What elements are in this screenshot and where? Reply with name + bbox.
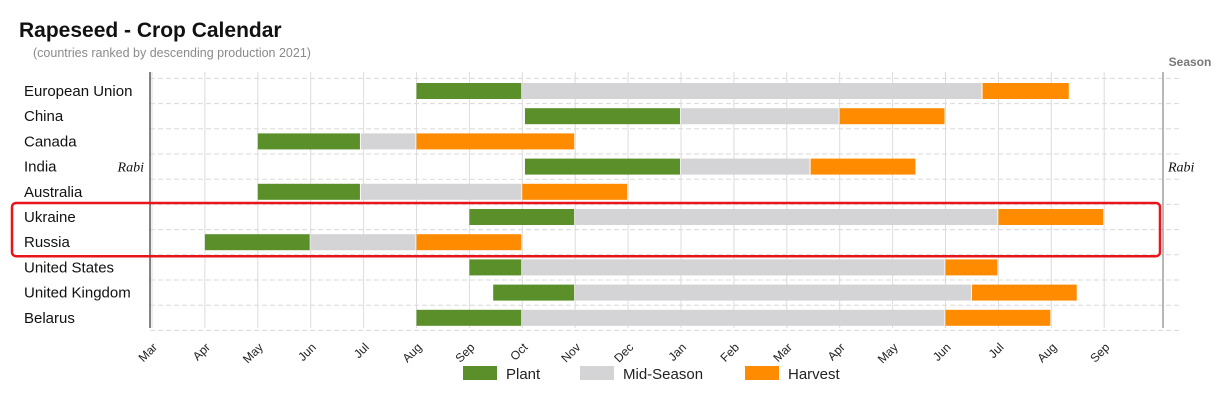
mid-season-bar [360,183,522,200]
month-tick-label: Sep [1087,340,1112,365]
plant-bar [469,209,575,225]
month-tick-label: Oct [507,340,531,364]
mid-season-bar [360,133,416,150]
legend-swatch [745,366,779,380]
legend-label: Mid-Season [623,366,703,383]
harvest-bar [839,108,945,125]
month-tick-label: Jul [986,340,1007,361]
country-label: Australia [24,184,83,201]
harvest-bar [416,234,522,251]
plant-bar [524,158,680,175]
highlight-box [10,201,1162,258]
country-label: China [24,108,64,125]
month-tick-label: May [240,340,266,366]
month-tick-label: Apr [190,340,213,363]
country-label: India [24,159,57,176]
month-tick-label: Apr [825,340,848,363]
harvest-bar [971,284,1077,301]
mid-season-bar [522,83,982,99]
plant-bar [416,83,522,99]
harvest-bar [416,133,575,150]
legend-label: Harvest [788,366,841,383]
month-tick-label: Mar [770,340,795,365]
chart-subtitle: (countries ranked by descending producti… [33,46,311,60]
plant-bar [204,234,310,251]
legend-label: Plant [506,366,541,383]
country-label: Canada [24,133,77,150]
mid-season-bar [681,158,810,175]
month-tick-label: Nov [558,340,583,365]
plant-bar [469,259,522,276]
harvest-bar [522,183,628,200]
month-tick-label: Jan [666,340,690,364]
month-tick-label: Jun [295,340,319,364]
month-tick-label: Jul [351,340,372,361]
mid-season-bar [575,209,998,225]
season-header: Season [1169,55,1212,69]
month-tick-label: Feb [717,340,742,365]
harvest-bar [982,83,1069,99]
country-label: United Kingdom [24,285,131,302]
mid-season-bar [681,108,839,125]
month-tick-label: Mar [136,340,161,365]
season-label-right: Rabi [1167,161,1195,176]
plant-bar [524,108,680,125]
harvest-bar [810,158,916,175]
country-label: Russia [24,234,71,251]
country-label: European Union [24,83,132,100]
month-tick-label: May [875,340,901,366]
legend-swatch [463,366,497,380]
month-tick-label: Aug [1034,340,1059,365]
mid-season-bar [310,234,416,251]
country-label: United States [24,259,114,276]
chart-title: Rapeseed - Crop Calendar [19,19,282,42]
mid-season-bar [522,259,945,276]
month-tick-label: Dec [611,340,636,365]
harvest-bar [945,259,998,276]
legend-swatch [580,366,614,380]
month-tick-label: Jun [930,340,954,364]
mid-season-bar [575,284,971,301]
plant-bar [257,183,360,200]
season-label-left: Rabi [117,161,145,176]
plant-bar [493,284,575,301]
country-label: Belarus [24,310,75,327]
month-tick-label: Aug [400,340,425,365]
plant-bar [257,133,360,150]
plant-bar [416,309,522,326]
mid-season-bar [522,309,945,326]
harvest-bar [945,309,1051,326]
country-label: Ukraine [24,209,76,226]
harvest-bar [998,209,1104,225]
month-tick-label: Sep [453,340,478,365]
